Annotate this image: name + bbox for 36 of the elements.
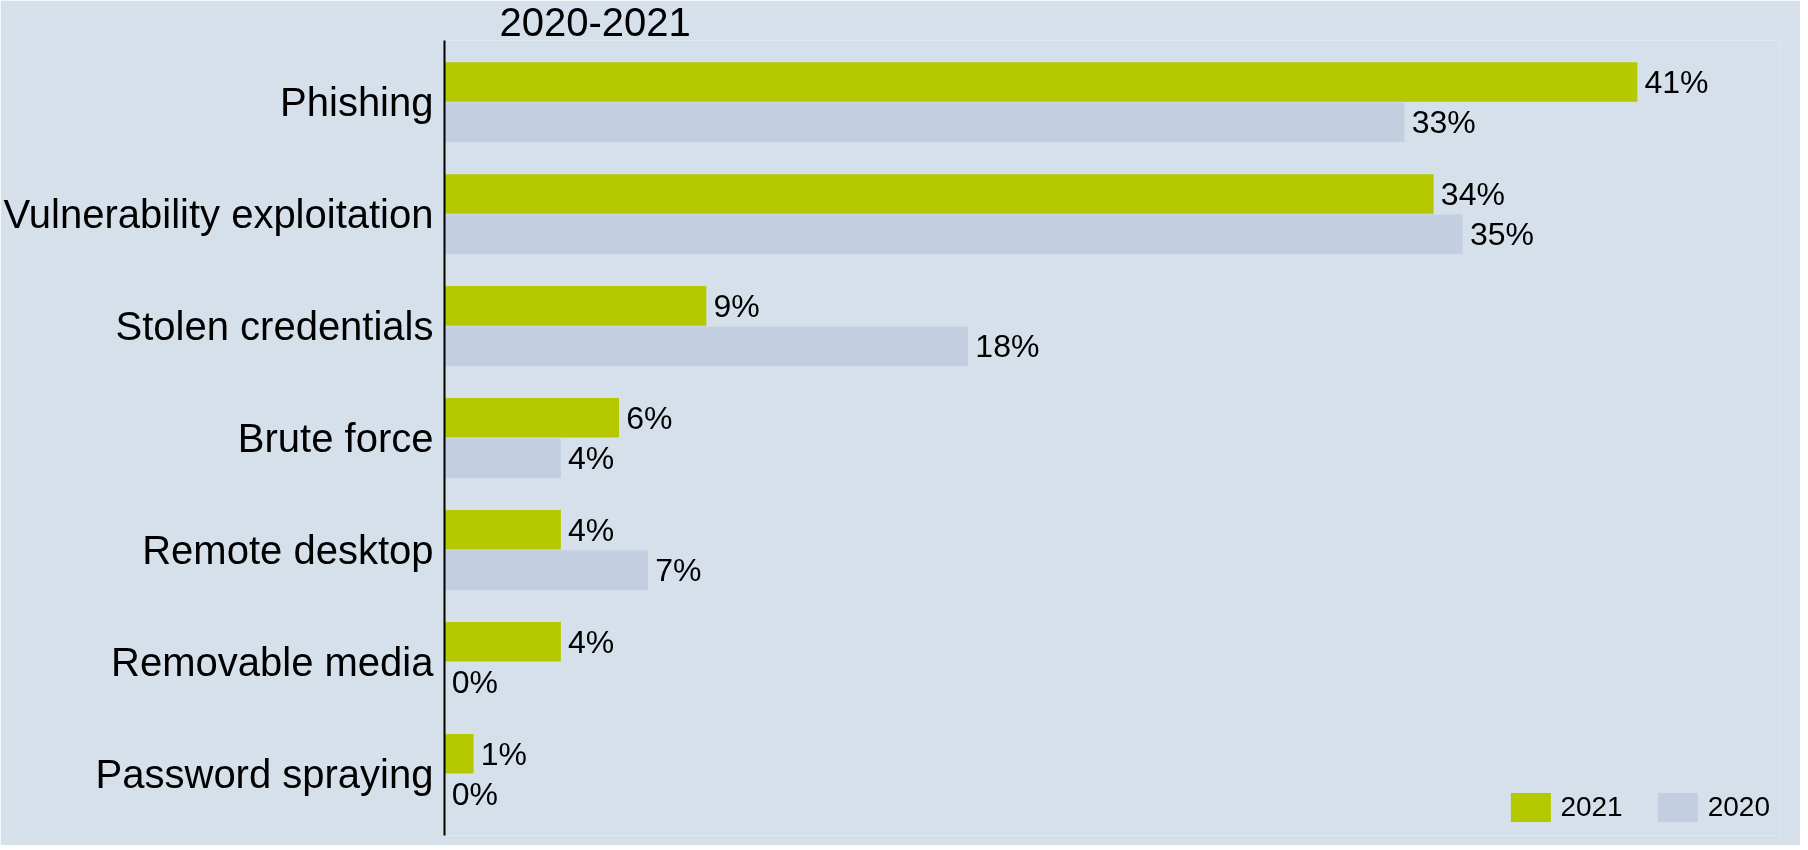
data-label: 7%: [655, 552, 702, 589]
bar: [444, 286, 707, 326]
data-label: 33%: [1411, 104, 1476, 141]
bar: [444, 102, 1405, 142]
data-label: 4%: [568, 511, 615, 548]
bar: [444, 622, 561, 662]
legend-label: 2020: [1707, 791, 1770, 823]
bar: [444, 510, 561, 550]
y-tick-label: Vulnerability exploitation: [3, 192, 434, 237]
chart-title: 2020-2021: [499, 0, 691, 44]
data-label: 41%: [1644, 63, 1709, 100]
y-tick-label: Brute force: [237, 416, 434, 460]
data-label: 34%: [1440, 175, 1505, 212]
y-tick-label: Stolen credentials: [115, 304, 434, 349]
data-label: 0%: [451, 776, 498, 813]
y-tick-label: Remote desktop: [142, 527, 434, 572]
bar: [444, 438, 561, 478]
bar: [444, 214, 1463, 254]
data-label: 0%: [451, 664, 498, 701]
data-label: 4%: [568, 623, 615, 660]
y-tick-label: Phishing: [280, 80, 434, 125]
data-label: 4%: [568, 440, 615, 477]
data-label: 6%: [626, 399, 673, 436]
data-label: 1%: [480, 735, 527, 772]
legend-label: 2021: [1560, 791, 1623, 823]
bar: [444, 174, 1434, 214]
y-tick-label: Password spraying: [95, 751, 434, 796]
data-label: 9%: [713, 287, 760, 324]
data-label: 18%: [975, 328, 1040, 365]
bar: [444, 326, 969, 366]
data-label: 35%: [1469, 216, 1534, 253]
bar: [444, 550, 649, 590]
bar: [444, 398, 620, 438]
y-tick-label: Removable media: [111, 639, 435, 684]
bar: [444, 62, 1638, 102]
bar: [444, 734, 474, 774]
